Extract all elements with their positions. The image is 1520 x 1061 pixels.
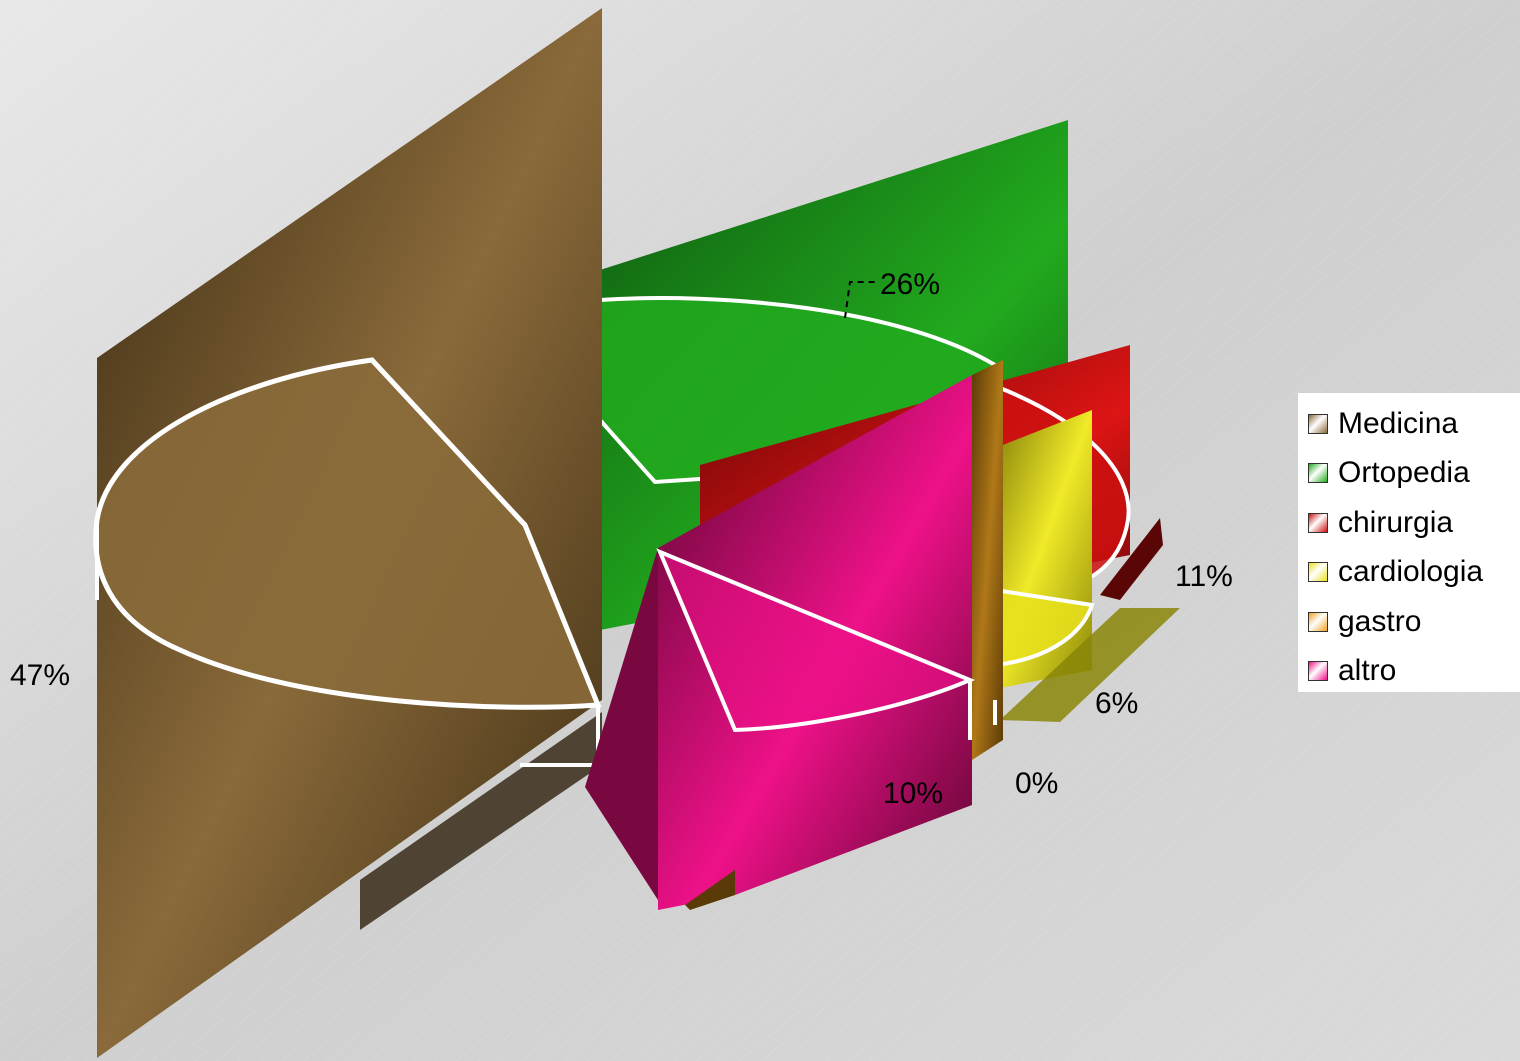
legend-label: Ortopedia (1338, 456, 1470, 490)
data-label-ortopedia: 26% (880, 268, 940, 301)
data-label-gastro: 0% (1015, 767, 1058, 800)
slice-shadow-cardiologia (1000, 608, 1180, 722)
slice-wall-gastro (972, 360, 1003, 760)
slice-edge-altro (968, 680, 997, 740)
data-label-cardiologia: 6% (1095, 687, 1138, 720)
legend-label: gastro (1338, 604, 1422, 638)
legend-item-altro: altro (1308, 647, 1520, 697)
slice-altro (656, 548, 976, 733)
legend-item-ortopedia: Ortopedia (1308, 449, 1520, 499)
legend-item-gastro: gastro (1308, 597, 1520, 647)
data-label-medicina: 47% (10, 659, 70, 692)
legend-label: Medicina (1338, 406, 1459, 440)
legend-swatch-chirurgia (1308, 512, 1328, 533)
legend-swatch-cardiologia (1308, 562, 1328, 583)
data-label-chirurgia: 11% (1175, 560, 1233, 593)
slice-wall-altro-left (585, 548, 658, 900)
leader-line-ortopedia (844, 281, 878, 319)
legend-swatch-medicina (1308, 413, 1328, 434)
legend-item-chirurgia: chirurgia (1308, 498, 1520, 548)
slice-shadow-chirurgia (1100, 518, 1163, 600)
legend-item-medicina: Medicina (1308, 399, 1520, 449)
legend-label: altro (1338, 654, 1397, 688)
legend: Medicina Ortopedia chirurgia cardiologia gas… (1298, 393, 1520, 692)
legend-swatch-gastro (1308, 611, 1328, 632)
slice-medicina (93, 357, 602, 710)
legend-swatch-altro (1308, 661, 1328, 682)
legend-swatch-ortopedia (1308, 463, 1328, 484)
slice-shadow-altro (685, 870, 735, 910)
legend-label: cardiologia (1338, 555, 1484, 589)
legend-item-cardiologia: cardiologia (1308, 548, 1520, 598)
data-label-altro: 10% (883, 777, 943, 810)
legend-label: chirurgia (1338, 505, 1454, 539)
